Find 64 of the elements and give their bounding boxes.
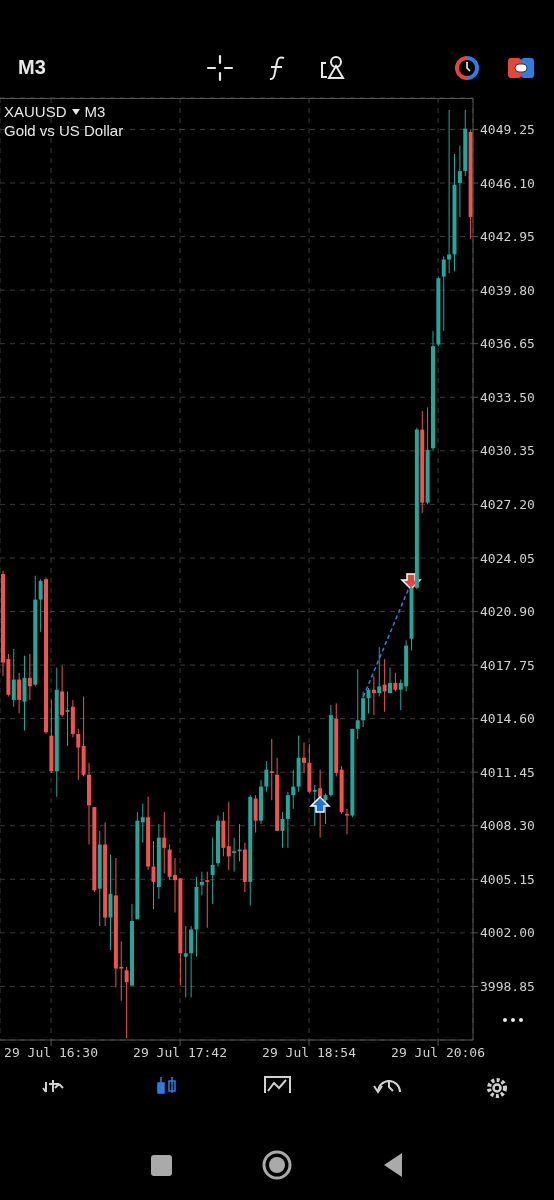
text: Gold vs US Dollar: [4, 122, 124, 139]
y-tick-label: 4036.65: [480, 336, 535, 352]
candlestick: [253, 794, 258, 834]
candlestick: [140, 803, 145, 844]
candlestick: [312, 784, 317, 827]
candlestick: [318, 769, 323, 839]
candlestick: [151, 840, 156, 910]
candlestick: [108, 854, 113, 951]
candlestick: [447, 109, 452, 274]
candlestick: [388, 667, 392, 694]
x-tick-label: 29 Jul 16:30: [4, 1045, 99, 1061]
y-tick-label: 4049.25: [480, 122, 535, 138]
candlestick: [11, 648, 16, 708]
candlestick: [302, 741, 306, 774]
y-tick-label: 4017.75: [480, 657, 535, 673]
candlestick: [355, 668, 360, 740]
candlestick: [65, 690, 70, 747]
x-tick-label: 29 Jul 18:54: [262, 1045, 357, 1061]
candlestick: [232, 837, 237, 873]
y-tick-label: 4024.05: [480, 550, 535, 566]
y-tick-label: 4042.95: [480, 229, 535, 245]
candlestick: [269, 738, 274, 801]
candlestick: [361, 690, 366, 728]
candlestick: [124, 966, 129, 1039]
candlestick: [264, 760, 269, 793]
candlestick: [345, 808, 349, 835]
candlestick: [162, 811, 167, 874]
candlestick: [323, 792, 328, 825]
candlestick: [366, 687, 371, 715]
candlestick: [393, 672, 398, 692]
candlestick: [205, 871, 210, 929]
candlestick: [285, 791, 290, 849]
y-tick-label: 4020.90: [480, 604, 535, 620]
text: M3: [18, 56, 46, 79]
candlestick: [291, 769, 296, 810]
y-tick-label: 4033.50: [480, 389, 535, 405]
x-tick-label: 29 Jul 17:42: [133, 1045, 228, 1061]
candlestick: [60, 665, 65, 718]
candlestick: [280, 811, 285, 849]
candlestick: [27, 653, 32, 701]
y-tick-label: 4014.60: [480, 711, 535, 727]
y-tick-label: 4039.80: [480, 282, 535, 298]
y-tick-label: 4027.20: [480, 497, 535, 512]
candlestick: [183, 925, 188, 998]
candlestick: [76, 728, 81, 781]
chart-title: XAUUSD: [4, 103, 67, 120]
candlestick: [38, 578, 43, 633]
candlestick: [17, 672, 22, 715]
annotation: M3: [84, 103, 106, 120]
candlestick: [226, 801, 231, 871]
candlestick: [441, 255, 446, 332]
candlestick: [22, 655, 27, 732]
y-tick-label: 4011.45: [480, 764, 535, 780]
candlestick: [189, 925, 194, 998]
candlestick: [377, 646, 382, 698]
y-tick-label: 4002.00: [480, 925, 535, 941]
y-tick-label: 3998.85: [480, 979, 535, 995]
y-tick-label: 4008.30: [480, 818, 535, 834]
x-tick-label: 29 Jul 20:06: [391, 1045, 486, 1061]
y-tick-label: 4046.10: [480, 175, 535, 191]
candlestick: [457, 145, 462, 218]
y-tick-label: 4030.35: [480, 443, 535, 459]
candlestick: [210, 837, 215, 905]
y-tick-label: 4005.15: [480, 871, 535, 887]
